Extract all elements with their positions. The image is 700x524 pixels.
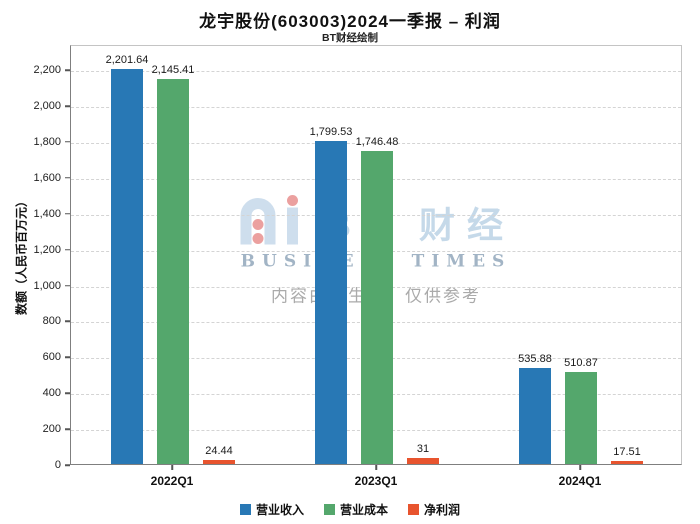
gridline-y2000 [71, 107, 681, 109]
legend-label: 净利润 [424, 503, 461, 517]
bar-series3-2022Q1 [203, 459, 235, 464]
y-tick-label: 1,200 [33, 243, 61, 256]
legend-swatch [408, 504, 419, 515]
y-tick-mark [65, 428, 70, 430]
bt-logo-icon [237, 195, 311, 250]
y-tick-mark [65, 69, 70, 71]
y-tick-label: 1,400 [33, 207, 61, 220]
y-tick-mark [65, 212, 70, 215]
bar-value-label: 31 [416, 443, 430, 456]
y-tick-mark [65, 356, 70, 359]
x-tick-label-2022Q1: 2022Q1 [150, 474, 194, 488]
bar-value-label: 2,201.64 [105, 53, 149, 66]
y-axis-label: 数额（人民币百万元） [14, 194, 29, 316]
y-tick-label: 1,800 [33, 135, 61, 148]
y-tick-mark [65, 392, 70, 394]
y-tick-label: 200 [42, 423, 61, 436]
x-tick-label-2023Q1: 2023Q1 [354, 474, 398, 488]
legend-item-series2: 营业成本 [323, 501, 388, 518]
chart-subtitle: BT财经绘制 [322, 32, 378, 44]
y-tick-mark [65, 141, 70, 143]
x-tick-mark [171, 465, 173, 470]
bar-value-label: 535.88 [518, 352, 552, 365]
y-tick-mark [65, 464, 70, 466]
y-tick-label: 600 [42, 351, 61, 364]
y-tick-label: 400 [42, 387, 61, 400]
bar-series1-2023Q1 [315, 141, 347, 464]
x-tick-label-2024Q1: 2024Q1 [558, 474, 602, 488]
y-tick-mark [65, 284, 70, 287]
plot-area: BT 财经 BUSINESS TIMES 内容由AI生成，仅供参考 2,201.… [70, 45, 682, 465]
x-tick-mark [375, 465, 377, 470]
bar-value-label: 17.51 [613, 445, 641, 458]
bar-series2-2022Q1 [157, 78, 189, 464]
bar-series2-2024Q1 [565, 372, 597, 464]
y-tick-label: 2,000 [33, 100, 61, 113]
bar-value-label: 24.44 [205, 444, 233, 457]
gridline-y1800 [71, 142, 681, 144]
y-tick-label: 1,600 [33, 171, 61, 184]
y-tick-mark [65, 320, 70, 323]
y-tick-label: 2,200 [33, 64, 61, 77]
legend-swatch [239, 504, 251, 515]
bar-value-label: 1,799.53 [309, 126, 353, 139]
bar-series1-2024Q1 [519, 367, 551, 464]
chart-title: 龙宇股份(603003)2024一季报 – 利润 [199, 12, 501, 31]
y-tick-mark [65, 105, 70, 107]
legend-label: 营业成本 [339, 503, 388, 517]
x-tick-mark [579, 465, 581, 470]
bar-series1-2022Q1 [111, 68, 143, 464]
y-tick-label: 0 [54, 459, 61, 471]
bar-value-label: 510.87 [564, 357, 598, 370]
legend-label: 营业收入 [255, 503, 304, 517]
bar-value-label: 1,746.48 [355, 135, 399, 148]
legend-item-series1: 营业收入 [239, 501, 304, 518]
watermark-logo-text: BT 财经 [325, 204, 515, 246]
bar-series3-2024Q1 [611, 460, 643, 464]
bar-value-label: 2,145.41 [151, 63, 195, 76]
y-tick-mark [65, 248, 70, 251]
gridline-y2200 [71, 71, 681, 73]
y-tick-label: 800 [42, 315, 61, 328]
bar-series2-2023Q1 [361, 150, 393, 464]
legend-item-series3: 净利润 [408, 501, 460, 518]
legend-swatch [323, 504, 335, 515]
bar-series3-2023Q1 [407, 458, 439, 464]
legend: 营业收入 营业成本 净利润 [0, 501, 700, 518]
y-tick-mark [65, 177, 70, 179]
y-tick-label: 1,000 [33, 279, 61, 292]
